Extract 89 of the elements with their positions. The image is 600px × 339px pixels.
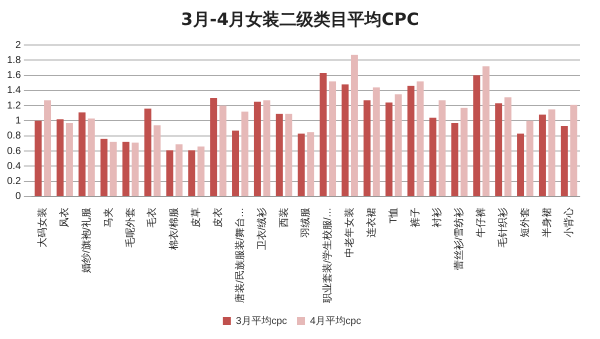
bar bbox=[526, 120, 534, 196]
x-tick-label: 连衣裙 bbox=[365, 207, 378, 238]
x-tick-label: 皮草 bbox=[190, 207, 202, 228]
bar bbox=[460, 108, 468, 196]
x-tick-label: 西装 bbox=[278, 207, 290, 228]
x-tick-label: 马夹 bbox=[102, 207, 114, 228]
bar bbox=[34, 120, 42, 196]
bar bbox=[350, 54, 358, 196]
bar bbox=[342, 84, 349, 196]
bar bbox=[560, 126, 568, 196]
x-tick-label: 毛衣 bbox=[146, 207, 158, 228]
bar bbox=[219, 106, 226, 196]
y-tick-label: 2 bbox=[15, 40, 22, 51]
bar bbox=[154, 125, 161, 196]
x-tick-label: 小背心 bbox=[562, 207, 575, 238]
bar bbox=[372, 87, 380, 196]
x-tick-label: 衬衫 bbox=[431, 207, 444, 228]
x-tick-label: 牛仔裤 bbox=[475, 207, 488, 238]
x-tick-label: 蕾丝衫/雪纺衫 bbox=[453, 207, 466, 270]
x-tick-label: 皮衣 bbox=[212, 207, 224, 228]
bar bbox=[254, 102, 261, 196]
y-tick-label: 0 bbox=[15, 191, 22, 202]
bar bbox=[570, 104, 578, 196]
x-tick-label: 短外套 bbox=[518, 207, 531, 238]
bar bbox=[44, 100, 52, 196]
bar bbox=[188, 150, 196, 196]
bar bbox=[538, 114, 546, 196]
legend-label: 4月平均cpc bbox=[310, 314, 362, 327]
bar bbox=[66, 122, 73, 196]
x-tick-label: 中老年女装 bbox=[344, 207, 356, 258]
bar bbox=[517, 134, 524, 196]
bar bbox=[548, 109, 556, 196]
y-tick-label: 1.2 bbox=[6, 100, 22, 112]
y-tick-label: 1.8 bbox=[6, 54, 22, 66]
x-tick-label: 毛呢外套 bbox=[124, 207, 136, 248]
bar bbox=[241, 112, 248, 196]
bar bbox=[88, 118, 95, 196]
legend-label: 3月平均cpc bbox=[236, 314, 287, 327]
bar bbox=[197, 146, 204, 196]
y-tick-label: 0.6 bbox=[6, 146, 22, 157]
x-tick-label: T恤 bbox=[387, 207, 400, 224]
y-tick-label: 0.8 bbox=[6, 130, 22, 142]
x-tick-label: 婚纱/旗袍/礼服 bbox=[80, 207, 92, 274]
chart-title: 3月-4月女装二级类目平均CPC bbox=[180, 9, 420, 32]
y-tick-label: 1 bbox=[15, 115, 22, 126]
bar bbox=[307, 132, 314, 196]
bar bbox=[210, 98, 218, 196]
x-tick-label: 棉衣/棉服 bbox=[168, 207, 180, 250]
bar bbox=[122, 142, 130, 196]
bar bbox=[144, 108, 152, 196]
bar bbox=[329, 81, 336, 196]
bar bbox=[110, 142, 117, 196]
x-tick-label: 裤子 bbox=[409, 207, 422, 228]
bar bbox=[320, 73, 327, 196]
y-tick-label: 0.4 bbox=[6, 160, 22, 172]
x-tick-label: 卫衣/绒衫 bbox=[256, 207, 268, 250]
x-tick-label: 职业套装/学生校服/… bbox=[322, 207, 334, 304]
bar bbox=[56, 119, 64, 196]
bar bbox=[385, 102, 392, 196]
y-tick-label: 1.4 bbox=[6, 85, 22, 96]
bar bbox=[473, 75, 480, 196]
bar bbox=[276, 114, 283, 196]
bar bbox=[482, 66, 490, 196]
bar bbox=[429, 118, 436, 196]
bar bbox=[438, 100, 446, 196]
bar bbox=[285, 114, 292, 196]
x-tick-label: 毛针织衫 bbox=[497, 207, 510, 248]
x-tick-label: 大码女装 bbox=[36, 207, 49, 248]
bar bbox=[263, 100, 270, 196]
bar bbox=[132, 142, 139, 196]
bar bbox=[166, 150, 174, 196]
bar bbox=[394, 94, 402, 196]
bar bbox=[78, 112, 86, 196]
x-tick-label: 半身裙 bbox=[540, 207, 553, 238]
bar bbox=[495, 103, 502, 196]
bar bbox=[451, 122, 458, 196]
y-tick-label: 0.2 bbox=[6, 176, 22, 188]
bar bbox=[298, 134, 305, 196]
y-tick-label: 1.6 bbox=[6, 70, 22, 82]
bar bbox=[364, 100, 371, 196]
bar bbox=[416, 81, 424, 196]
bar bbox=[232, 130, 240, 196]
bar bbox=[176, 144, 183, 196]
bar bbox=[100, 138, 108, 196]
x-tick-label: 唐装/民族服装/舞台… bbox=[234, 207, 246, 304]
x-tick-label: 风衣 bbox=[58, 207, 71, 228]
bar bbox=[504, 97, 512, 196]
bar bbox=[407, 86, 414, 196]
x-tick-label: 羽绒服 bbox=[300, 207, 312, 238]
